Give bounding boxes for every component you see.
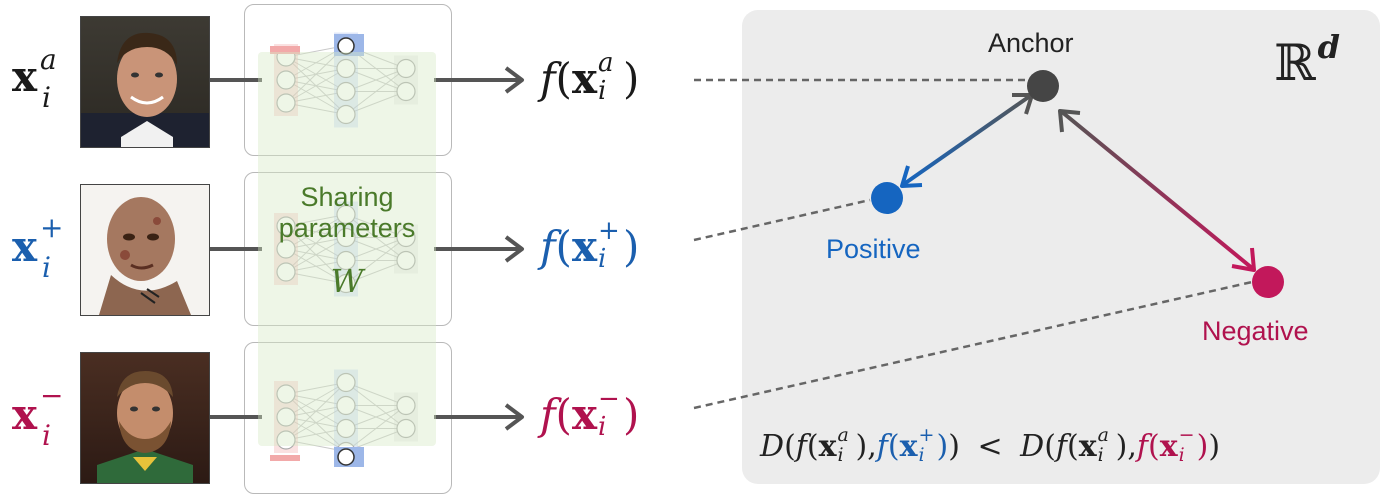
network-node (396, 395, 416, 416)
input-label-anchor: x a i (12, 43, 57, 114)
anchor-positive-arrow (900, 93, 1034, 188)
network-edge (345, 237, 407, 261)
dashed-link-positive (693, 198, 871, 242)
network-edge (345, 68, 407, 92)
network-node (336, 395, 356, 416)
network-edge (285, 382, 347, 441)
network-edge (285, 68, 347, 104)
network-node (336, 250, 356, 271)
network-node (396, 81, 416, 102)
network-edge (285, 91, 347, 104)
output-arrow-negative (434, 403, 524, 431)
network-node (336, 418, 356, 439)
network-edge (345, 68, 407, 115)
anchor-negative-arrow (1058, 109, 1256, 272)
network-edge (345, 214, 407, 238)
output-arrow-positive (434, 235, 524, 263)
network-node (336, 204, 356, 225)
photo-positive (80, 184, 210, 316)
output-label-negative: f(x − i) (540, 384, 640, 442)
neural-network-positive (274, 201, 418, 297)
network-node (276, 93, 296, 113)
network-edge (285, 428, 347, 441)
network-node (337, 37, 355, 55)
input-label-negative: x − i (12, 379, 64, 452)
negative-point (1252, 266, 1284, 298)
anchor-label: Anchor (988, 28, 1074, 58)
output-arrow-anchor (434, 66, 524, 94)
network-edge (285, 405, 347, 441)
network-node (276, 384, 296, 404)
network-node (336, 81, 356, 102)
network-edge (345, 91, 407, 115)
network-node (336, 273, 356, 294)
network-edge (345, 405, 407, 452)
network-edge (285, 271, 347, 284)
network-node (336, 372, 356, 393)
anchor-point (1027, 70, 1059, 102)
network-node (396, 250, 416, 271)
network-node (276, 239, 296, 259)
network-marker (270, 46, 300, 54)
neural-network-anchor (270, 32, 418, 128)
network-node (396, 58, 416, 79)
output-label-anchor: f(x a i) (540, 48, 640, 106)
network-edge (285, 382, 347, 395)
photo-negative (80, 352, 210, 484)
negative-label: Negative (1202, 316, 1309, 346)
network-edge (285, 237, 347, 273)
network-edge (345, 237, 407, 284)
weight-symbol: W (330, 262, 364, 300)
input-label-positive: x + i (12, 211, 64, 284)
network-node (336, 58, 356, 79)
network-edge (345, 382, 407, 406)
network-node (276, 70, 296, 90)
network-node (396, 227, 416, 248)
shared-parameters-overlay (258, 52, 436, 446)
embedding-space-panel: ℝd (742, 10, 1380, 484)
network-node (276, 216, 296, 236)
network-edge (285, 382, 347, 418)
smiling-man-portrait-icon (81, 32, 209, 147)
network-node (396, 418, 416, 439)
photo-anchor (80, 16, 210, 148)
network-edge (345, 405, 407, 429)
scarred-face-portrait-icon (99, 197, 191, 315)
positive-label: Positive (826, 234, 921, 264)
network-node (336, 227, 356, 248)
output-label-positive: f(x + i) (540, 216, 640, 274)
network-edge (285, 102, 347, 115)
network-edge (285, 214, 347, 273)
neural-network-negative (270, 369, 418, 467)
network-node (337, 448, 355, 466)
network-node (336, 104, 356, 125)
network-edge (345, 260, 407, 284)
network-edge (285, 214, 347, 250)
distance-inequality: D(f(x a i),f(x + i)) < D(f(x a i),f(x − i)) (760, 424, 1221, 466)
bearded-man-portrait-icon (97, 371, 193, 483)
network-node (276, 262, 296, 282)
sharing-label: Sharing parameters (278, 182, 416, 244)
network-marker (270, 455, 300, 461)
real-space-symbol: ℝd (1274, 28, 1340, 92)
network-node (276, 430, 296, 450)
network-edge (285, 214, 347, 227)
network-node (276, 407, 296, 427)
positive-point (871, 182, 903, 214)
dashed-link-negative (693, 280, 1253, 410)
network-edge (285, 260, 347, 273)
